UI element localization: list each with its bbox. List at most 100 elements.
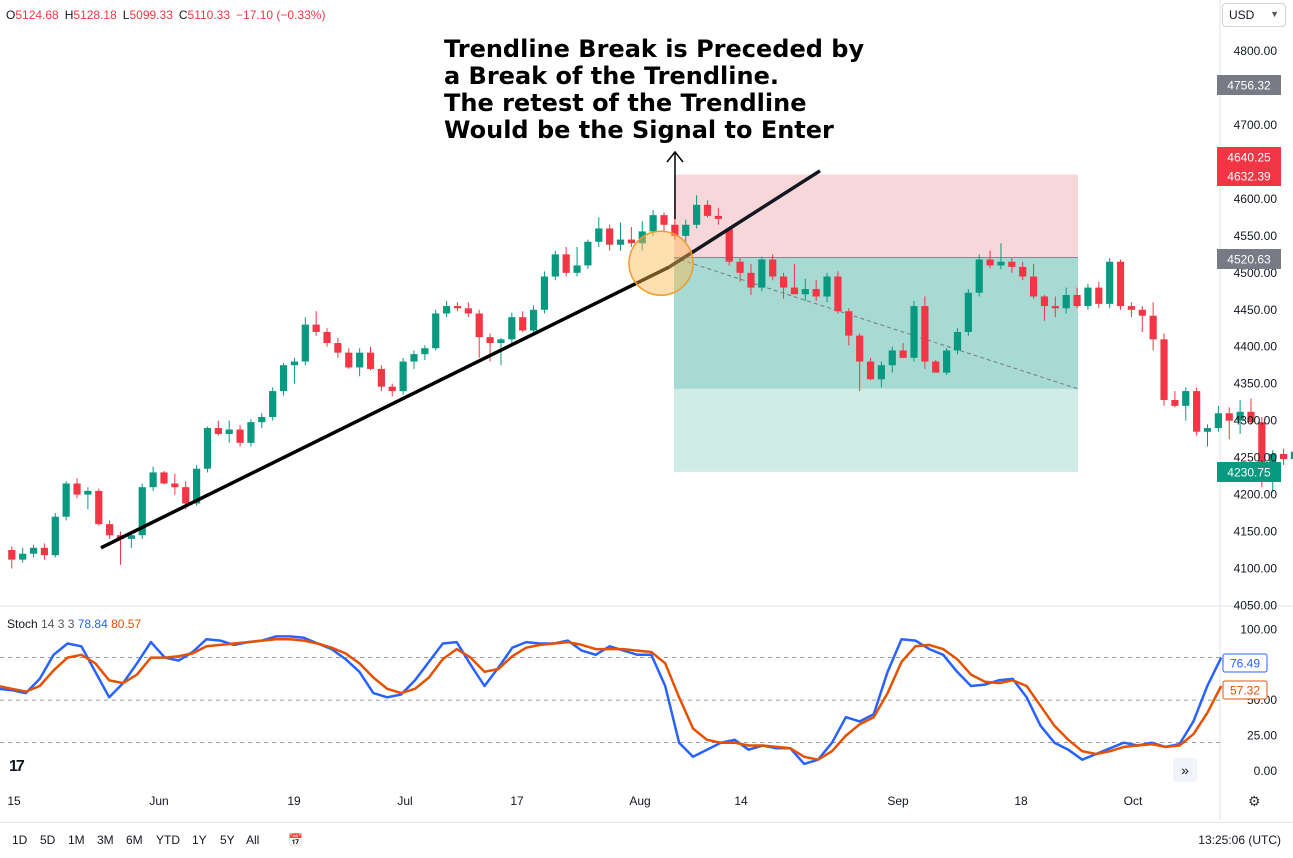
candle-body	[182, 487, 190, 504]
y-tick-label: 4150.00	[1234, 525, 1278, 539]
timeframe-button[interactable]: 5Y	[220, 833, 235, 847]
candle-body	[736, 261, 744, 273]
candle-body	[573, 265, 581, 273]
candle-body	[214, 428, 222, 434]
candle-body	[1051, 306, 1059, 309]
timeframe-button[interactable]: 5D	[40, 833, 56, 847]
candle-body	[192, 468, 201, 504]
candle-body	[529, 309, 538, 331]
candle-body	[758, 259, 766, 288]
scroll-right-button[interactable]: »	[1173, 758, 1197, 782]
candle-body	[1019, 266, 1027, 277]
candle-body	[421, 348, 429, 355]
timeframe-button[interactable]: 1Y	[192, 833, 207, 847]
candle-body	[62, 483, 70, 517]
candle-body	[801, 289, 809, 295]
price-badge-label: 4632.39	[1227, 170, 1271, 184]
ohlc-key: L	[122, 8, 130, 22]
candle-body	[649, 215, 657, 232]
candle-body	[1214, 413, 1222, 429]
price-badge-label: 4756.32	[1227, 79, 1271, 93]
ohlc-key: O	[6, 8, 16, 22]
break-highlight-circle	[628, 230, 694, 296]
candle-body	[366, 352, 375, 369]
candle-body	[595, 228, 603, 242]
candle-body	[812, 289, 820, 297]
timeframe-button[interactable]: YTD	[156, 833, 180, 847]
stoch-d-line	[0, 637, 1223, 761]
y-tick-label: 4050.00	[1234, 598, 1278, 612]
candle-body	[73, 483, 81, 495]
y-tick-label: 4500.00	[1234, 266, 1278, 280]
stoch-badge-label: 76.49	[1230, 657, 1260, 671]
timeframe-button[interactable]: All	[246, 833, 260, 847]
candle-body	[627, 239, 635, 244]
tradingview-logo-icon[interactable]: 17	[9, 758, 25, 775]
candle-body	[660, 215, 668, 225]
candle-body	[551, 254, 559, 277]
annotation-line: The retest of the Trendline	[444, 89, 807, 117]
target-zone-extended	[674, 388, 1078, 472]
candle-body	[921, 306, 929, 362]
candle-body	[1279, 453, 1288, 460]
timeframe-button[interactable]: 3M	[97, 833, 114, 847]
candle-body	[301, 324, 309, 362]
x-tick-label: Oct	[1123, 794, 1143, 808]
candle-body	[8, 550, 16, 560]
candle-body	[399, 361, 407, 392]
candle-body	[508, 317, 516, 340]
candle-body	[1247, 411, 1255, 423]
candle-body	[1084, 287, 1092, 307]
candle-body	[258, 416, 266, 423]
candle-body	[269, 391, 277, 417]
ohlc-value: 5124.68	[15, 8, 59, 22]
candle-body	[1062, 294, 1070, 309]
stop-loss-zone	[674, 174, 1078, 258]
stoch-params: 14 3 3	[41, 617, 75, 631]
candle-body	[834, 276, 842, 312]
timeframe-button[interactable]: 1M	[68, 833, 85, 847]
candle-body	[1040, 296, 1049, 307]
candle-body	[1106, 261, 1114, 304]
timeframe-button[interactable]: 6M	[126, 833, 143, 847]
ohlc-item: O5124.68	[6, 8, 59, 22]
calendar-icon[interactable]: 📅	[288, 833, 303, 847]
rising-trendline	[100, 265, 671, 550]
candle-body	[334, 343, 342, 353]
candle-body	[540, 276, 549, 310]
ohlc-readout: O5124.68 H5128.18 L5099.33 C5110.33 −17.10 (…	[6, 8, 331, 22]
candle-body	[410, 354, 418, 362]
annotation-line: a Break of the Trendline.	[444, 62, 779, 90]
candle-body	[779, 276, 788, 288]
candle-body	[51, 516, 59, 556]
candle-body	[432, 313, 440, 349]
candle-body	[1236, 411, 1244, 421]
candle-body	[953, 331, 962, 351]
candle-body	[877, 365, 885, 380]
candle-body	[1171, 399, 1179, 406]
price-badge	[1217, 249, 1281, 269]
trendline-extension	[668, 169, 821, 269]
currency-select[interactable]: USD ▼	[1222, 3, 1286, 27]
candle-body	[932, 361, 940, 373]
candle-body	[584, 241, 592, 266]
stoch-legend[interactable]: Stoch 14 3 3 78.84 80.57	[7, 617, 141, 631]
x-tick-label: 19	[287, 794, 301, 808]
ohlc-item: −17.10 (−0.33%)	[236, 8, 325, 22]
candle-body	[747, 272, 755, 288]
candle-body	[823, 276, 831, 297]
candle-body	[497, 339, 505, 344]
timeframe-button[interactable]: 1D	[12, 833, 28, 847]
bottom-toolbar: 1D 5D 1M 3M 6M YTD 1Y 5Y All 📅 13:25:06 (UTC)	[0, 822, 1293, 858]
candle-body	[1116, 261, 1125, 307]
stoch-y-tick-label: 0.00	[1254, 764, 1278, 778]
y-tick-label: 4250.00	[1234, 451, 1278, 465]
candle-body	[84, 490, 92, 495]
ohlc-value: 5128.18	[73, 8, 117, 22]
candle-body	[312, 324, 320, 332]
settings-icon[interactable]: ⚙	[1248, 793, 1261, 809]
candle-body	[997, 261, 1005, 266]
candle-body	[975, 259, 983, 293]
y-tick-label: 4450.00	[1234, 303, 1278, 317]
